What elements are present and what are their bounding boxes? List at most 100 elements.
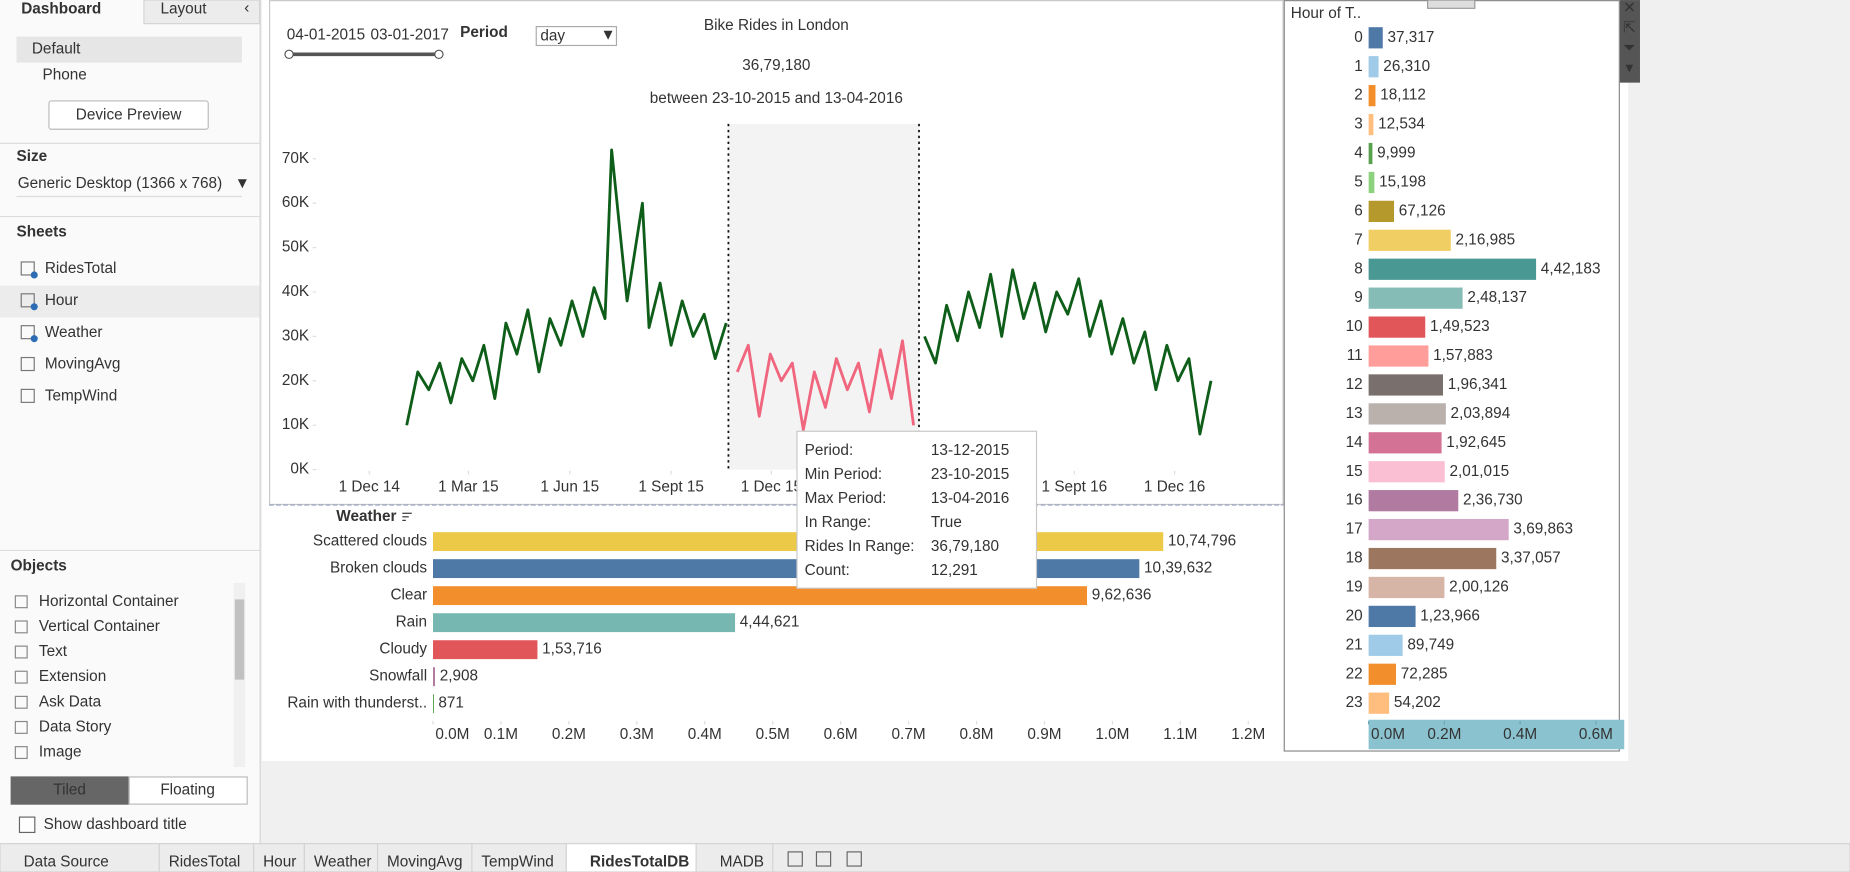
sheet-tab-label[interactable]: Weather bbox=[314, 854, 372, 871]
device-option[interactable]: Phone bbox=[42, 67, 86, 84]
tooltip-value: 23-10-2015 bbox=[931, 466, 1009, 483]
bar[interactable] bbox=[433, 586, 1088, 606]
bar[interactable] bbox=[1368, 403, 1446, 425]
x-tick-label: 0.2M bbox=[552, 726, 586, 743]
sheet-item[interactable]: RidesTotal bbox=[45, 260, 117, 277]
sheet-item[interactable]: TempWind bbox=[45, 388, 117, 405]
bar[interactable] bbox=[1368, 27, 1383, 49]
bar[interactable] bbox=[1368, 490, 1459, 512]
sheet-item[interactable]: Weather bbox=[45, 324, 103, 341]
bar[interactable] bbox=[1368, 663, 1396, 685]
x-tick-label: 0.4M bbox=[688, 726, 722, 743]
mode-button[interactable]: Tiled bbox=[53, 782, 86, 799]
bar[interactable] bbox=[1368, 374, 1443, 396]
sheet-tab[interactable] bbox=[565, 843, 697, 872]
toolbar-button[interactable]: ✕ bbox=[1623, 0, 1636, 16]
x-tick-label: 0.2M bbox=[1427, 726, 1461, 743]
value-label: 2,36,730 bbox=[1463, 492, 1523, 509]
device-preview-button[interactable]: Device Preview bbox=[76, 107, 183, 124]
bar[interactable] bbox=[1368, 316, 1426, 338]
sheet-item[interactable]: MovingAvg bbox=[45, 356, 121, 373]
device-option[interactable]: Default bbox=[32, 41, 81, 58]
bar[interactable] bbox=[1368, 287, 1463, 309]
bar[interactable] bbox=[433, 613, 736, 633]
bar[interactable] bbox=[1368, 56, 1379, 78]
date-filter-end[interactable]: 03-01-2017 bbox=[370, 26, 448, 43]
sheet-tab-label[interactable]: Hour bbox=[263, 854, 296, 871]
object-item[interactable]: Text bbox=[39, 643, 68, 660]
sheet-tab-label[interactable]: RidesTotal bbox=[169, 854, 241, 871]
floating-toolbar[interactable] bbox=[1619, 0, 1640, 83]
category-label: 8 bbox=[1354, 260, 1363, 277]
bar[interactable] bbox=[1368, 576, 1445, 599]
value-label: 26,310 bbox=[1383, 58, 1430, 75]
bar[interactable] bbox=[1368, 229, 1451, 251]
object-item[interactable]: Data Story bbox=[39, 718, 112, 735]
bar[interactable] bbox=[1368, 345, 1429, 367]
sheet-tab[interactable] bbox=[471, 843, 567, 872]
object-item[interactable]: Vertical Container bbox=[39, 618, 160, 635]
bar[interactable] bbox=[1368, 605, 1416, 628]
mode-active[interactable] bbox=[10, 776, 129, 805]
dropdown-arrow[interactable]: ▼ bbox=[235, 175, 250, 192]
sheet-hover[interactable] bbox=[0, 285, 260, 318]
checkbox-label[interactable]: Show dashboard title bbox=[44, 816, 187, 833]
bar[interactable] bbox=[1368, 113, 1374, 136]
bar[interactable] bbox=[1368, 258, 1537, 280]
bar[interactable] bbox=[1368, 171, 1375, 194]
scrollbar-thumb[interactable] bbox=[234, 599, 245, 680]
dropdown-value[interactable]: day bbox=[540, 28, 565, 45]
sheet-tab[interactable] bbox=[695, 843, 774, 872]
bar[interactable] bbox=[1368, 461, 1445, 483]
bar[interactable] bbox=[433, 667, 435, 687]
dropdown[interactable] bbox=[535, 26, 618, 47]
new-sheet-button[interactable] bbox=[846, 851, 862, 867]
sheet-tab-label[interactable]: MADB bbox=[720, 854, 764, 871]
object-item[interactable]: Image bbox=[39, 744, 82, 761]
object-item[interactable]: Horizontal Container bbox=[39, 593, 179, 610]
drag-handle[interactable] bbox=[1427, 0, 1476, 9]
sidebar-tab[interactable]: Layout bbox=[160, 1, 207, 18]
new-sheet-button[interactable] bbox=[815, 851, 832, 867]
toolbar-button[interactable]: ⏷ bbox=[1623, 39, 1635, 56]
x-tick-label: 0.6M bbox=[824, 726, 858, 743]
new-sheet-button[interactable] bbox=[787, 851, 803, 867]
mode[interactable] bbox=[128, 776, 248, 805]
slider-handle[interactable] bbox=[434, 49, 444, 60]
date-filter-start[interactable]: 04-01-2015 bbox=[287, 26, 365, 43]
toolbar-button[interactable]: ⇱ bbox=[1623, 19, 1636, 36]
tab-active[interactable] bbox=[0, 0, 144, 24]
device-selected[interactable] bbox=[16, 36, 242, 63]
bar[interactable] bbox=[433, 694, 434, 714]
dropdown-arrow[interactable]: ▼ bbox=[601, 26, 616, 43]
sidebar-tab[interactable]: Dashboard bbox=[21, 1, 101, 18]
bar[interactable] bbox=[1368, 142, 1373, 165]
sheet-tab-label[interactable]: Data Source bbox=[24, 854, 109, 871]
sheet-tab-label[interactable]: RidesTotalDB bbox=[590, 854, 689, 871]
object-item[interactable]: Extension bbox=[39, 668, 106, 685]
bar[interactable] bbox=[1368, 634, 1403, 656]
button[interactable] bbox=[48, 100, 209, 130]
size-dropdown[interactable]: Generic Desktop (1366 x 768) bbox=[18, 175, 222, 192]
sheet-item[interactable]: Hour bbox=[45, 292, 78, 309]
sheet-tab[interactable] bbox=[376, 843, 473, 872]
bar[interactable] bbox=[1368, 432, 1442, 454]
bar[interactable] bbox=[1368, 547, 1497, 570]
checkbox[interactable] bbox=[18, 816, 36, 834]
object-item[interactable]: Ask Data bbox=[39, 693, 102, 710]
tooltip-key: Rides In Range: bbox=[805, 538, 915, 555]
axis-band bbox=[1368, 719, 1625, 750]
slider-handle[interactable] bbox=[284, 49, 294, 60]
sheet-tab-label[interactable]: MovingAvg bbox=[387, 854, 463, 871]
toolbar-button[interactable]: ▾ bbox=[1626, 60, 1634, 77]
bar[interactable] bbox=[1368, 85, 1376, 107]
collapse-icon[interactable]: ‹ bbox=[244, 0, 249, 16]
mode-button[interactable]: Floating bbox=[160, 782, 215, 799]
tab[interactable] bbox=[143, 0, 261, 25]
y-tick-label: 60K bbox=[282, 194, 310, 211]
bar[interactable] bbox=[1368, 692, 1390, 714]
sheet-tab-label[interactable]: TempWind bbox=[481, 854, 553, 871]
bar[interactable] bbox=[1368, 200, 1395, 222]
bar[interactable] bbox=[1368, 518, 1509, 541]
bar[interactable] bbox=[433, 640, 538, 660]
